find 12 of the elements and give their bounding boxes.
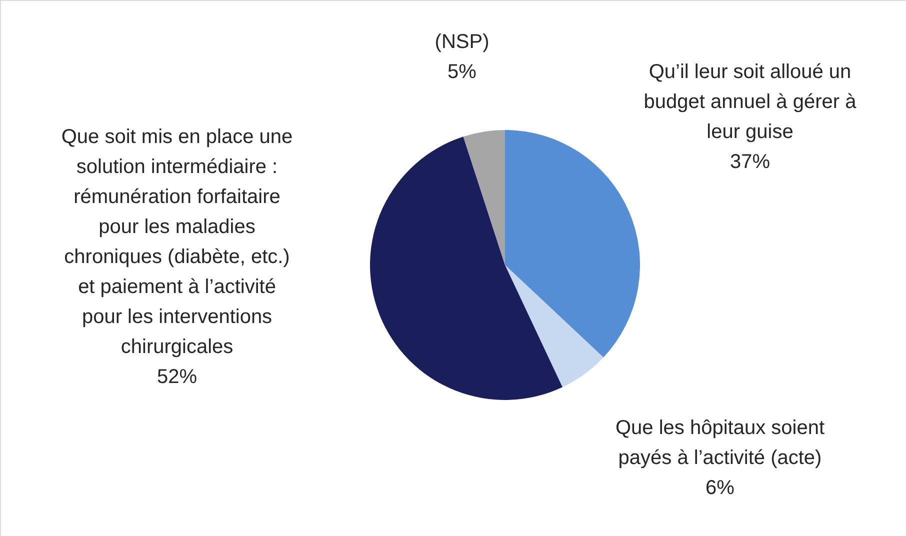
pie-slice xyxy=(463,130,505,265)
pie-slice xyxy=(505,265,604,388)
slice-label: Que soit mis en place une solution intermédiaire : rémunération forfaitaire pour les maladies chroniques (diabète, etc.) et paiement à l’activité pour les interventions chirurgicales xyxy=(61,126,293,358)
data-label: 52% xyxy=(156,366,198,388)
slice-label: (NSP) xyxy=(434,31,490,53)
data-label: 5% xyxy=(448,61,477,83)
pie-slice xyxy=(370,136,562,400)
data-label: 6% xyxy=(706,477,735,499)
pie-slice xyxy=(505,130,640,358)
slice-label: Qu’il leur soit alloué un budget annuel à gérer à leur guise xyxy=(644,61,858,143)
data-label: 37% xyxy=(730,151,770,173)
slice-label: Que les hôpitaux soient payés à l’activité (acte) xyxy=(615,417,825,469)
